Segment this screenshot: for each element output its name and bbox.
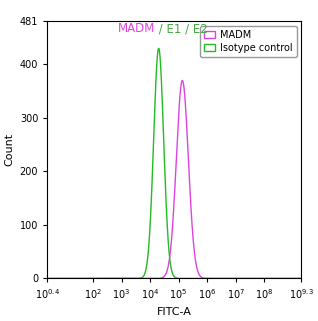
X-axis label: FITC-A: FITC-A bbox=[157, 307, 192, 317]
Y-axis label: Count: Count bbox=[4, 133, 14, 166]
Legend: MADM, Isotype control: MADM, Isotype control bbox=[200, 26, 297, 56]
Text: MADM: MADM bbox=[118, 22, 155, 35]
Text: / E1 / E2: / E1 / E2 bbox=[155, 22, 208, 35]
